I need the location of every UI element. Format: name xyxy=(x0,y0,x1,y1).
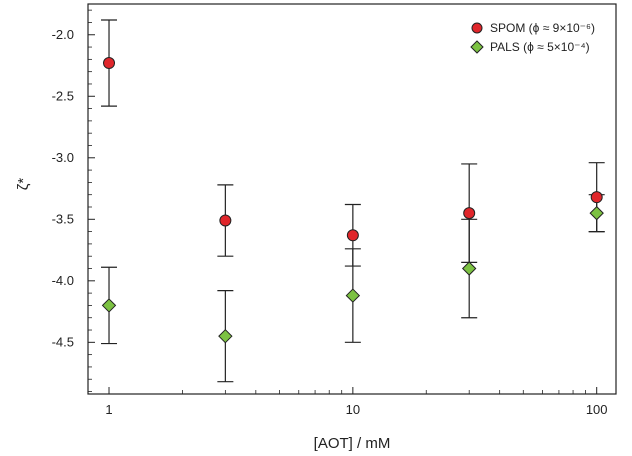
data-point-pals xyxy=(461,261,477,276)
data-point-spom xyxy=(590,191,603,204)
y-tick-label: -2.0 xyxy=(52,27,74,42)
data-marks xyxy=(101,19,605,383)
y-tick-label: -3.0 xyxy=(52,150,74,165)
y-tick-label: -2.5 xyxy=(52,88,74,103)
x-axis-label: [AOT] / mM xyxy=(314,435,391,452)
plot-frame xyxy=(87,3,617,395)
data-point-spom xyxy=(463,207,476,220)
axis-ticks: -2.0 -2.5 -3.0 -3.5 -4.0 -4.5 1 10 100 xyxy=(52,9,608,417)
data-point-pals xyxy=(101,298,117,313)
data-point-pals xyxy=(218,328,233,344)
legend: SPOM (ϕ ≈ 9×10⁻⁶) PALS (ϕ ≈ 5×10⁻⁴) xyxy=(470,21,595,54)
y-axis-label: ζ* xyxy=(15,178,32,191)
y-tick-label: -4.5 xyxy=(52,334,74,349)
data-point-spom xyxy=(219,214,232,227)
x-tick-label: 10 xyxy=(346,402,360,417)
y-tick-label: -4.0 xyxy=(52,273,74,288)
data-point-spom xyxy=(346,229,359,242)
data-point-pals xyxy=(589,205,604,221)
data-point-pals xyxy=(345,288,361,303)
x-tick-label: 1 xyxy=(105,402,112,417)
y-tick-label: -3.5 xyxy=(52,211,74,226)
legend-marker-pals xyxy=(470,40,484,54)
data-point-spom xyxy=(103,57,116,70)
legend-label-spom: SPOM (ϕ ≈ 9×10⁻⁶) xyxy=(490,21,595,35)
x-tick-label: 100 xyxy=(586,402,608,417)
legend-marker-spom xyxy=(471,22,483,34)
legend-label-pals: PALS (ϕ ≈ 5×10⁻⁴) xyxy=(490,40,590,54)
